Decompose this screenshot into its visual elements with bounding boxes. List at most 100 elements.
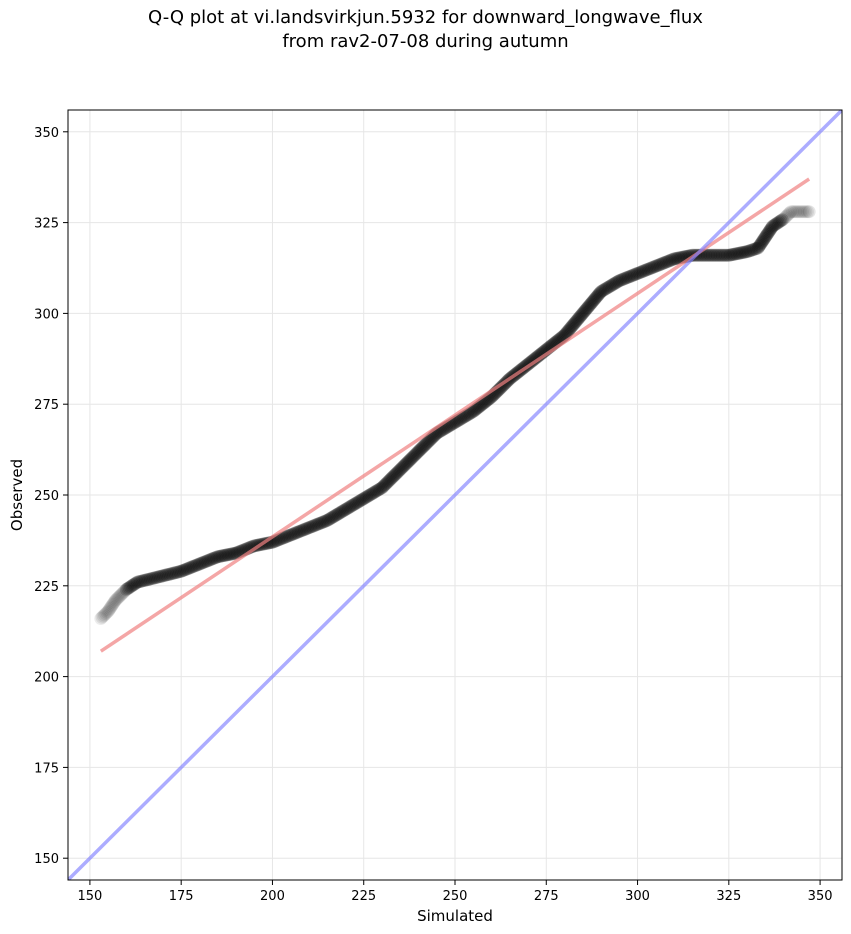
quantile-point <box>185 560 199 574</box>
quantile-point <box>125 579 139 593</box>
quantile-point <box>218 548 232 562</box>
quantile-point <box>276 531 290 545</box>
quantile-point <box>775 213 789 227</box>
x-tick-label: 225 <box>351 889 376 904</box>
quantile-point <box>469 403 483 417</box>
quantile-point <box>604 279 618 293</box>
quantile-point <box>628 268 642 282</box>
quantile-point <box>417 439 431 453</box>
quantile-point <box>384 472 398 486</box>
quantile-point <box>530 350 544 364</box>
quantile-point <box>415 441 429 455</box>
quantile-point <box>728 247 742 261</box>
quantile-point <box>348 497 362 511</box>
quantile-point <box>354 493 368 507</box>
quantile-point <box>303 520 317 534</box>
quantile-point <box>580 302 594 316</box>
quantile-point <box>208 551 222 565</box>
quantile-point <box>310 518 324 532</box>
quantile-point <box>308 518 322 532</box>
quantile-point <box>797 205 811 219</box>
quantile-point <box>96 609 110 623</box>
quantile-point <box>411 444 425 458</box>
quantile-point <box>101 604 115 618</box>
quantile-point <box>100 605 114 619</box>
quantile-point <box>467 403 481 417</box>
quantile-point <box>789 205 803 219</box>
quantile-point <box>779 210 793 224</box>
quantile-point <box>588 292 602 306</box>
quantile-point <box>623 269 637 283</box>
quantile-point <box>418 438 432 452</box>
quantile-point <box>652 258 666 272</box>
quantile-point <box>161 568 175 582</box>
quantile-point <box>700 248 714 262</box>
quantile-point <box>145 572 159 586</box>
quantile-point <box>577 305 591 319</box>
quantile-point <box>702 248 716 262</box>
quantile-point <box>119 582 133 596</box>
quantile-point <box>177 563 191 577</box>
quantile-point <box>653 257 667 271</box>
quantile-point <box>179 562 193 576</box>
quantile-point <box>316 515 330 529</box>
quantile-point <box>624 269 638 283</box>
quantile-point <box>771 216 785 230</box>
quantile-point <box>320 513 334 527</box>
quantile-point <box>709 248 723 262</box>
quantile-point <box>195 556 209 570</box>
quantile-point <box>330 508 344 522</box>
quantile-point <box>414 442 428 456</box>
quantile-point <box>720 248 734 262</box>
quantile-point <box>399 457 413 471</box>
quantile-point <box>585 296 599 309</box>
quantile-point <box>344 499 358 513</box>
quantile-point <box>129 576 143 590</box>
quantile-point <box>111 591 125 605</box>
quantile-point <box>398 458 412 472</box>
quantile-point <box>734 246 748 260</box>
quantile-point <box>135 574 149 588</box>
quantile-point <box>756 234 770 248</box>
y-tick-label: 275 <box>34 398 59 413</box>
quantile-point <box>174 564 188 578</box>
quantile-point <box>294 524 308 538</box>
quantile-point <box>626 268 640 282</box>
quantile-point <box>227 546 241 560</box>
y-tick-label: 150 <box>34 852 59 867</box>
quantile-point <box>409 447 423 461</box>
quantile-point <box>121 582 135 596</box>
quantile-point <box>471 401 485 415</box>
x-tick-label: 350 <box>808 889 833 904</box>
quantile-point <box>361 489 375 503</box>
quantile-point <box>609 275 623 289</box>
quantile-point <box>799 205 813 219</box>
quantile-point <box>338 503 352 517</box>
quantile-point <box>98 608 112 622</box>
quantile-point <box>160 568 174 582</box>
quantile-point <box>755 236 769 250</box>
quantile-point <box>110 592 124 606</box>
quantile-point <box>770 217 784 231</box>
quantile-point <box>206 552 220 566</box>
quantile-point <box>589 291 603 305</box>
quantile-point <box>416 440 430 454</box>
quantile-point <box>138 573 152 587</box>
quantile-point <box>108 595 122 609</box>
quantile-point <box>191 558 205 572</box>
quantile-point <box>211 550 225 564</box>
quantile-point <box>424 432 438 446</box>
quantile-point <box>224 547 238 561</box>
quantile-point <box>390 466 404 480</box>
quantile-point <box>192 557 206 571</box>
quantile-point <box>611 275 625 289</box>
quantile-point <box>105 599 119 613</box>
chart-title: Q-Q plot at vi.landsvirkjun.5932 for dow… <box>148 7 703 28</box>
quantile-point <box>717 248 731 262</box>
quantile-point <box>369 484 383 498</box>
quantile-point <box>221 548 235 562</box>
grid <box>68 110 842 880</box>
quantile-point <box>311 517 325 531</box>
quantile-point <box>407 449 421 463</box>
quantile-point <box>385 471 399 485</box>
